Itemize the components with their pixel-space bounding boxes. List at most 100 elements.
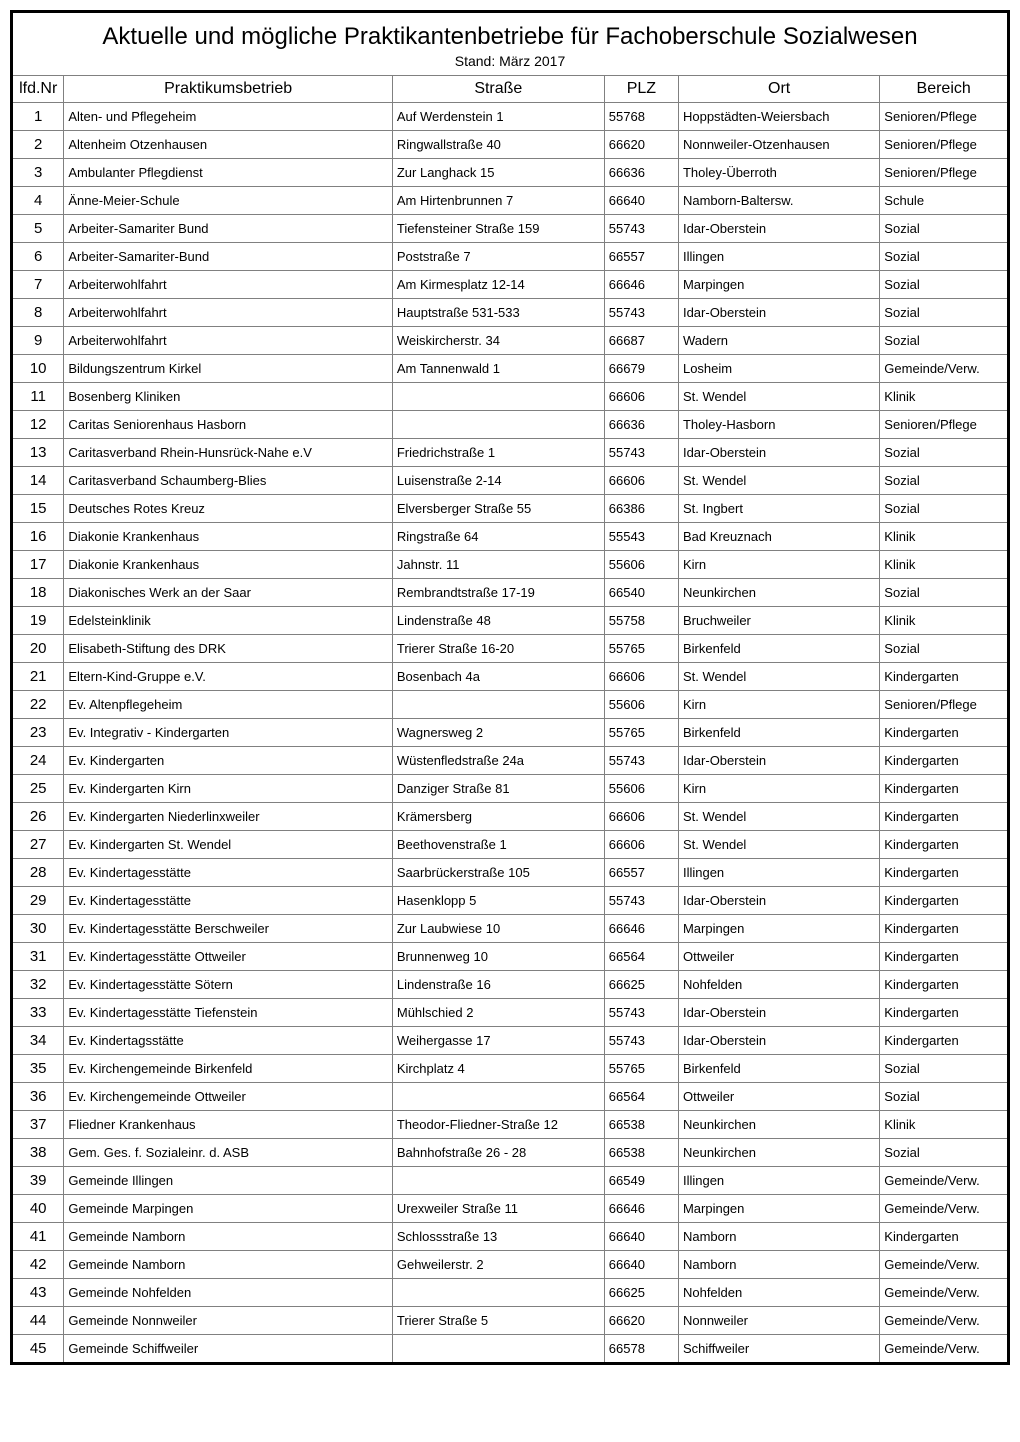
cell-plz: 66640 — [604, 1223, 678, 1251]
cell-name: Diakonie Krankenhaus — [64, 551, 393, 579]
cell-nr: 16 — [13, 523, 64, 551]
cell-nr: 19 — [13, 607, 64, 635]
col-header-name: Praktikumsbetrieb — [64, 76, 393, 103]
table-row: 13Caritasverband Rhein-Hunsrück-Nahe e.V… — [13, 439, 1007, 467]
cell-name: Alten- und Pflegeheim — [64, 103, 393, 131]
cell-plz: 55765 — [604, 635, 678, 663]
cell-bereich: Senioren/Pflege — [880, 691, 1007, 719]
cell-plz: 66606 — [604, 467, 678, 495]
cell-ort: Bruchweiler — [678, 607, 879, 635]
cell-bereich: Sozial — [880, 327, 1007, 355]
cell-bereich: Kindergarten — [880, 859, 1007, 887]
table-row: 23Ev. Integrativ - KindergartenWagnerswe… — [13, 719, 1007, 747]
cell-bereich: Kindergarten — [880, 719, 1007, 747]
cell-nr: 24 — [13, 747, 64, 775]
table-row: 43Gemeinde Nohfelden66625NohfeldenGemein… — [13, 1279, 1007, 1307]
data-table: lfd.Nr Praktikumsbetrieb Straße PLZ Ort … — [13, 76, 1007, 1362]
cell-plz: 66606 — [604, 383, 678, 411]
cell-nr: 31 — [13, 943, 64, 971]
table-row: 27Ev. Kindergarten St. WendelBeethovenst… — [13, 831, 1007, 859]
cell-street: Zur Langhack 15 — [392, 159, 604, 187]
cell-name: Ev. Kindertagesstätte — [64, 859, 393, 887]
cell-plz: 55743 — [604, 215, 678, 243]
cell-plz: 66679 — [604, 355, 678, 383]
cell-ort: St. Wendel — [678, 803, 879, 831]
cell-ort: St. Wendel — [678, 831, 879, 859]
cell-plz: 66564 — [604, 943, 678, 971]
cell-name: Arbeiter-Samariter Bund — [64, 215, 393, 243]
cell-nr: 21 — [13, 663, 64, 691]
table-row: 39Gemeinde Illingen66549IllingenGemeinde… — [13, 1167, 1007, 1195]
cell-ort: Kirn — [678, 691, 879, 719]
cell-plz: 55606 — [604, 691, 678, 719]
table-row: 28Ev. KindertagesstätteSaarbrückerstraße… — [13, 859, 1007, 887]
table-row: 22Ev. Altenpflegeheim55606KirnSenioren/P… — [13, 691, 1007, 719]
cell-street: Beethovenstraße 1 — [392, 831, 604, 859]
cell-ort: Idar-Oberstein — [678, 215, 879, 243]
cell-ort: Nohfelden — [678, 971, 879, 999]
table-row: 24Ev. KindergartenWüstenfledstraße 24a55… — [13, 747, 1007, 775]
cell-nr: 15 — [13, 495, 64, 523]
table-row: 6Arbeiter-Samariter-BundPoststraße 76655… — [13, 243, 1007, 271]
cell-bereich: Schule — [880, 187, 1007, 215]
cell-name: Caritas Seniorenhaus Hasborn — [64, 411, 393, 439]
cell-plz: 66646 — [604, 915, 678, 943]
cell-street: Auf Werdenstein 1 — [392, 103, 604, 131]
table-row: 37Fliedner KrankenhausTheodor-Fliedner-S… — [13, 1111, 1007, 1139]
cell-nr: 9 — [13, 327, 64, 355]
cell-ort: St. Wendel — [678, 663, 879, 691]
cell-bereich: Senioren/Pflege — [880, 103, 1007, 131]
cell-bereich: Kindergarten — [880, 999, 1007, 1027]
cell-name: Gemeinde Namborn — [64, 1223, 393, 1251]
cell-plz: 66620 — [604, 1307, 678, 1335]
cell-name: Ev. Kirchengemeinde Birkenfeld — [64, 1055, 393, 1083]
cell-street: Luisenstraße 2-14 — [392, 467, 604, 495]
cell-plz: 66606 — [604, 803, 678, 831]
cell-street: Elversberger Straße 55 — [392, 495, 604, 523]
cell-nr: 45 — [13, 1335, 64, 1363]
cell-plz: 66687 — [604, 327, 678, 355]
cell-nr: 30 — [13, 915, 64, 943]
cell-plz: 55743 — [604, 747, 678, 775]
table-row: 36Ev. Kirchengemeinde Ottweiler66564Ottw… — [13, 1083, 1007, 1111]
cell-nr: 2 — [13, 131, 64, 159]
cell-ort: Hoppstädten-Weiersbach — [678, 103, 879, 131]
table-row: 38Gem. Ges. f. Sozialeinr. d. ASBBahnhof… — [13, 1139, 1007, 1167]
cell-plz: 55743 — [604, 439, 678, 467]
cell-street: Am Tannenwald 1 — [392, 355, 604, 383]
cell-name: Gemeinde Namborn — [64, 1251, 393, 1279]
cell-name: Gemeinde Marpingen — [64, 1195, 393, 1223]
table-row: 8ArbeiterwohlfahrtHauptstraße 531-533557… — [13, 299, 1007, 327]
cell-name: Bosenberg Kliniken — [64, 383, 393, 411]
cell-name: Gemeinde Illingen — [64, 1167, 393, 1195]
cell-nr: 6 — [13, 243, 64, 271]
cell-name: Gemeinde Nonnweiler — [64, 1307, 393, 1335]
cell-nr: 1 — [13, 103, 64, 131]
cell-ort: Marpingen — [678, 915, 879, 943]
cell-nr: 22 — [13, 691, 64, 719]
cell-street: Lindenstraße 48 — [392, 607, 604, 635]
cell-ort: Illingen — [678, 243, 879, 271]
cell-name: Caritasverband Schaumberg-Blies — [64, 467, 393, 495]
table-row: 11Bosenberg Kliniken66606St. WendelKlini… — [13, 383, 1007, 411]
cell-ort: Namborn — [678, 1251, 879, 1279]
cell-bereich: Kindergarten — [880, 663, 1007, 691]
cell-ort: Tholey-Überroth — [678, 159, 879, 187]
cell-ort: Marpingen — [678, 1195, 879, 1223]
cell-bereich: Kindergarten — [880, 747, 1007, 775]
cell-plz: 55768 — [604, 103, 678, 131]
cell-street: Ringstraße 64 — [392, 523, 604, 551]
cell-ort: Idar-Oberstein — [678, 747, 879, 775]
cell-nr: 43 — [13, 1279, 64, 1307]
cell-street: Wüstenfledstraße 24a — [392, 747, 604, 775]
frame: Aktuelle und mögliche Praktikantenbetrie… — [10, 10, 1010, 1365]
cell-street: Saarbrückerstraße 105 — [392, 859, 604, 887]
table-row: 30Ev. Kindertagesstätte BerschweilerZur … — [13, 915, 1007, 943]
cell-plz: 55765 — [604, 719, 678, 747]
cell-plz: 66636 — [604, 411, 678, 439]
cell-plz: 66578 — [604, 1335, 678, 1363]
table-body: 1Alten- und PflegeheimAuf Werdenstein 15… — [13, 103, 1007, 1363]
table-row: 3Ambulanter PflegdienstZur Langhack 1566… — [13, 159, 1007, 187]
cell-plz: 55743 — [604, 1027, 678, 1055]
cell-plz: 66646 — [604, 271, 678, 299]
